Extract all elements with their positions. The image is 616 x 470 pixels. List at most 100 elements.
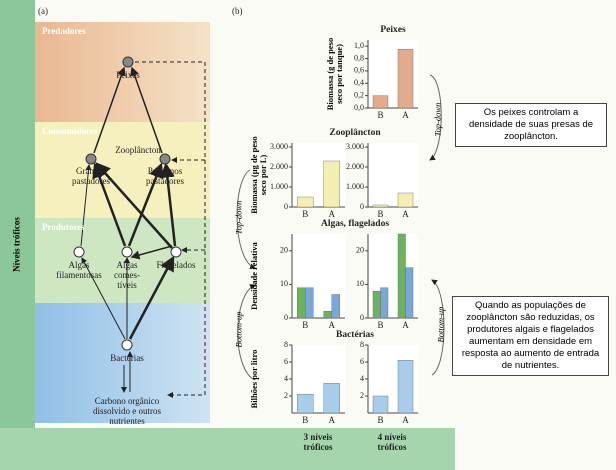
y-tick-label: 0,4 [354,78,364,87]
x-tick-label: A [402,320,409,330]
y-tick-label: 10 [280,279,288,288]
node-label: Grandes pastadores [72,166,110,186]
bar [297,196,314,208]
bar [297,394,314,414]
arrow-label: Top-down [432,102,443,137]
bar [372,395,389,414]
y-tick-label: 10 [356,279,364,288]
nutrients-label: Carbono orgânico dissolvido e outros nut… [92,396,161,426]
bar [323,383,340,414]
x-tick-label: A [329,415,336,425]
food-web-links [80,61,206,398]
x-tick-label: B [302,209,308,219]
y-tick-label: 0 [360,313,364,322]
y-axis-label: Biomassa (g de peso seco por tanque) [325,37,344,111]
arrow-label: Bottom-up [435,306,446,343]
y-tick-label: 20 [280,246,288,255]
y-tick-label: 20 [356,246,364,255]
y-tick-label: 3.000 [346,142,364,151]
level-label: Predadores [42,26,86,36]
bar [397,49,414,109]
level-label: Produtores [42,222,85,232]
feedback-arrows [236,74,445,381]
bar [372,95,389,109]
y-tick-label: 2 [360,391,364,400]
bar [397,233,406,319]
y-tick-label: 1.000 [270,182,288,191]
y-axis-label: Biomassa (µg de peso seco por L) [249,136,268,214]
nutrient-band [35,303,210,423]
x-tick-label: B [377,110,383,120]
node-label: Algas filamentosas [56,260,102,280]
y-tick-label: 0,6 [354,66,364,75]
bar [380,287,389,319]
note: Quando as populações de zooplâncton são … [452,296,609,376]
x-tick-label: B [302,415,308,425]
y-tick-label: 8 [360,340,364,349]
bar [331,294,340,319]
row-title: Zooplâncton [329,128,381,138]
bar [397,192,414,208]
row-title: Peixes [380,25,406,35]
y-axis-label: Densidade relativa [249,242,259,310]
level-label: Consumidores [42,126,98,136]
y-tick-label: 3.000 [270,142,288,151]
bar [305,287,314,319]
row-title: Algas, flagelados [320,219,390,229]
bar [372,290,381,319]
node-label: Bactérias [110,353,144,363]
x-tick-label: A [329,320,336,330]
y-tick-label: 4 [284,374,288,383]
x-tick-label: A [402,110,409,120]
charts: 0,0 0,2 0,4 0,6 0,8 1,0 B A 0 1.000 2.000 3.000 B A 0 1… [270,40,418,425]
y-tick-label: 0,8 [354,53,364,62]
group-label: Zooplâncton [115,145,161,155]
y-tick-label: 4 [360,374,364,383]
bar [397,360,414,414]
note: Os peixes controlam a densidade de suas … [455,103,607,147]
trophic-strip [0,0,35,470]
y-tick-label: 2.000 [346,162,364,171]
consumer-band [35,122,210,218]
y-tick-label: 0,2 [354,90,364,99]
y-tick-label: 0 [360,202,364,211]
arrow-label: Bottom-up [233,311,244,348]
panel-label: (b) [232,6,243,16]
panel-label: (a) [38,6,48,16]
x-tick-label: B [302,320,308,330]
node-label: Algas comes-tíveis [114,260,140,290]
y-tick-label: 2 [284,391,288,400]
bar [323,160,340,208]
x-tick-label: B [377,209,383,219]
column-label: 3 níveis tróficos [303,432,333,452]
bar [323,311,332,319]
bar [405,267,414,319]
x-tick-label: B [377,415,383,425]
y-tick-label: 1,0 [354,41,364,50]
bar [372,204,389,208]
x-tick-label: B [377,320,383,330]
y-tick-label: 0 [284,313,288,322]
bottom-strip [0,428,455,470]
y-tick-label: 2.000 [270,162,288,171]
nodes [73,56,182,351]
node-label: Flagelados [156,260,196,270]
node-label: Pequenos pastadores [146,166,184,186]
y-tick-label: 8 [284,340,288,349]
axis-label: Níveis tróficos [11,217,22,272]
y-tick-label: 0,0 [354,103,364,112]
row-title: Bactérias [336,330,374,340]
x-tick-label: A [402,415,409,425]
producer-band [35,218,210,303]
y-tick-label: 6 [360,357,364,366]
x-tick-label: A [329,209,336,219]
x-tick-label: A [402,209,409,219]
y-tick-label: 6 [284,357,288,366]
bar [297,287,306,319]
arrow-label: Top-down [233,200,244,235]
y-axis-label: Bilhões por litro [249,349,259,409]
y-tick-label: 0 [284,202,288,211]
column-label: 4 níveis tróficos [377,432,407,452]
